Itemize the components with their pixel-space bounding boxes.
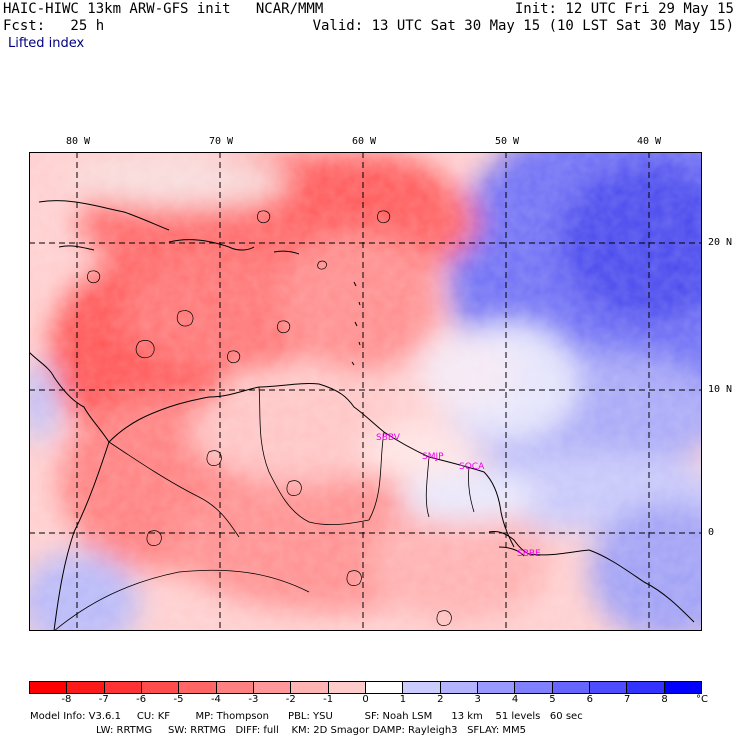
lon-label-80w: 80 W (66, 136, 91, 147)
colorbar-tick-label: 2 (437, 694, 444, 705)
colorbar-tick-label: -4 (210, 694, 221, 705)
colorbar-swatch (328, 682, 366, 693)
colorbar-swatch (253, 682, 292, 693)
colorbar-tick-label: -8 (61, 694, 72, 705)
colorbar-swatch (552, 682, 590, 693)
lifted-index-field (29, 152, 702, 631)
colorbar-tick-label: -1 (323, 694, 334, 705)
colorbar-tick-label: 4 (511, 694, 519, 705)
colorbar-swatch (179, 682, 217, 693)
colorbar-swatch (30, 682, 68, 693)
lifted-index-map: SBBV SMJP SOCA SBBE (29, 152, 702, 631)
colorbar-tick-label: 5 (549, 694, 556, 705)
colorbar-tick-label: 3 (474, 694, 481, 705)
colorbar-tick-label: 8 (661, 694, 668, 705)
init-time: Init: 12 UTC Fri 29 May 15 (514, 1, 734, 17)
colorbar-tick-label: 1 (399, 694, 407, 705)
colorbar-tick-label: -7 (98, 694, 109, 705)
colorbar-swatch (291, 682, 329, 693)
model-title: HAIC-HIWC 13km ARW-GFS init NCAR/MMM (3, 1, 324, 17)
colorbar-ticks: -8 -7 -6 -5 -4 -3 -2 -1 0 1 2 3 4 5 6 7 8 (29, 694, 702, 708)
field-name: Lifted index (8, 36, 85, 51)
colorbar-tick-label: -6 (136, 694, 147, 705)
model-info-line2: LW: RRTMG SW: RRTMG DIFF: full KM: 2D Sm… (96, 725, 526, 736)
valid-time: Valid: 13 UTC Sat 30 May 15 (10 LST Sat … (312, 18, 734, 34)
colorbar-tick-label: 0 (362, 694, 369, 705)
colorbar-swatch (403, 682, 441, 693)
forecast-hour: Fcst: 25 h (3, 18, 105, 34)
colorbar-swatch (477, 682, 516, 693)
colorbar-swatch (515, 682, 553, 693)
lat-label-0: 0 (708, 527, 715, 538)
colorbar-swatch (627, 682, 665, 693)
lat-lon-grid (29, 152, 702, 631)
colorbar-swatch (589, 682, 628, 693)
colorbar-swatch (365, 682, 404, 693)
model-info-line1: Model Info: V3.6.1 CU: KF MP: Thompson P… (30, 711, 583, 722)
colorbar-swatch (104, 682, 142, 693)
lon-label-50w: 50 W (495, 136, 520, 147)
colorbar-tick-label: -3 (248, 694, 259, 705)
colorbar-tick-label: -2 (285, 694, 296, 705)
lat-label-20n: 20 N (708, 237, 733, 248)
station-label: SBBE (517, 549, 541, 559)
coastlines (29, 200, 695, 631)
colorbar-swatch (67, 682, 105, 693)
lat-label-10n: 10 N (708, 384, 733, 395)
colorbar-tick-label: 6 (586, 694, 594, 705)
lon-label-40w: 40 W (637, 136, 662, 147)
station-label: SBBV (376, 433, 401, 443)
lon-label-60w: 60 W (352, 136, 377, 147)
colorbar (29, 681, 702, 694)
colorbar-tick-label: 7 (624, 694, 631, 705)
colorbar-swatch (141, 682, 180, 693)
station-label: SMJP (422, 452, 444, 462)
colorbar-tick-label: -5 (173, 694, 184, 705)
colorbar-unit: °C (696, 694, 708, 705)
colorbar-swatch (216, 682, 254, 693)
lon-label-70w: 70 W (209, 136, 234, 147)
station-label: SOCA (459, 462, 485, 472)
colorbar-swatch (664, 682, 701, 693)
colorbar-swatch (440, 682, 478, 693)
